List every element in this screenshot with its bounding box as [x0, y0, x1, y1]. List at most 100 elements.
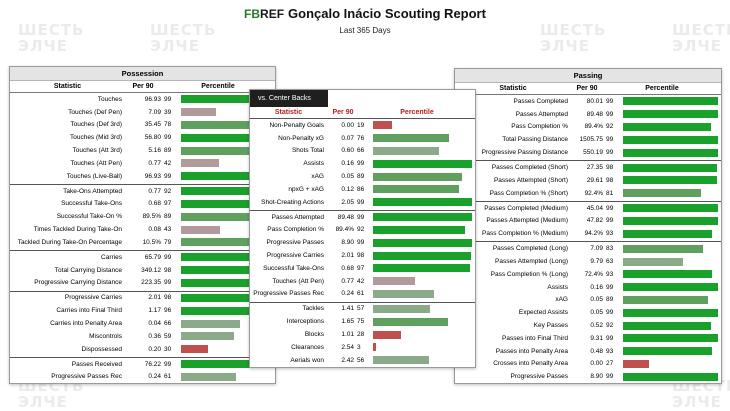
- stat-per90: 89.5%: [142, 213, 161, 221]
- percentile-bar-track: [623, 283, 719, 292]
- percentile-bar: [623, 204, 719, 213]
- stat-percentile: 75: [357, 318, 365, 326]
- stat-percentile: 78: [164, 121, 172, 129]
- table-header: Statistic Per 90 Percentile: [455, 83, 721, 95]
- report-header: FBREF Gonçalo Inácio Scouting Report Last…: [0, 6, 730, 35]
- stat-name: Touches (Mid 3rd): [69, 134, 122, 142]
- stat-name: Miscontrols: [89, 332, 122, 340]
- percentile-bar-track: [623, 334, 719, 343]
- stat-per90: 0.20: [148, 345, 161, 353]
- table-row: Pass Completion % (Long) 72.4% 93: [455, 268, 721, 281]
- col-percentile: Percentile: [400, 109, 434, 116]
- page-subtitle: Last 365 Days: [339, 26, 391, 35]
- stat-name: Progressive Carrying Distance: [34, 279, 122, 287]
- stat-name: Touches (Att 3rd): [72, 147, 123, 155]
- table-row: Dispossessed 0.20 30: [10, 343, 275, 356]
- stat-name: Successful Take-Ons: [61, 200, 122, 208]
- percentile-bar-track: [373, 277, 473, 286]
- stat-name: Passes Completed (Long): [492, 245, 568, 253]
- percentile-bar: [373, 317, 448, 326]
- stat-percentile: 59: [164, 332, 172, 340]
- percentile-bar-track: [181, 238, 271, 247]
- stat-per90: 550.19: [583, 149, 603, 157]
- percentile-bar-track: [623, 176, 719, 185]
- percentile-bar-track: [623, 229, 719, 238]
- percentile-bar: [181, 212, 262, 221]
- stat-percentile: 30: [164, 345, 172, 353]
- percentile-bar-track: [623, 270, 719, 279]
- stat-name: Progressive Passes: [510, 373, 568, 381]
- stat-percentile: 43: [164, 226, 172, 234]
- percentile-bar-track: [181, 146, 271, 155]
- stat-name: Passes Completed (Medium): [484, 204, 568, 212]
- stat-per90: 0.36: [148, 332, 161, 340]
- col-per90: Per 90: [576, 85, 598, 92]
- stat-name: Assists: [547, 283, 568, 291]
- percentile-bar-track: [623, 216, 719, 225]
- stat-per90: 92.4%: [584, 189, 603, 197]
- panel-tab[interactable]: vs. Center Backs: [250, 90, 328, 107]
- stat-per90: 0.77: [148, 187, 161, 195]
- col-percentile: Percentile: [645, 85, 679, 92]
- stat-per90: 1.41: [341, 305, 354, 313]
- stat-per90: 89.48: [586, 110, 603, 118]
- percentile-bar: [623, 97, 719, 106]
- table-row: Successful Take-On % 89.5% 89: [10, 210, 275, 223]
- stat-percentile: 99: [606, 309, 614, 317]
- percentile-bar: [181, 108, 217, 117]
- stat-name: Pass Completion % (Short): [489, 189, 568, 197]
- table-row: Pass Completion % (Short) 92.4% 81: [455, 187, 721, 200]
- stat-percentile: 92: [606, 322, 614, 329]
- stat-name: Passes Attempted: [515, 110, 568, 118]
- possession-panel: Possession Statistic Per 90 Percentile T…: [9, 66, 276, 385]
- percentile-bar: [623, 163, 718, 172]
- percentile-bar: [181, 360, 271, 369]
- stat-per90: 0.00: [341, 121, 354, 129]
- stat-per90: 1.01: [341, 331, 354, 339]
- stat-name: Dispossessed: [81, 345, 122, 353]
- percentile-bar-track: [623, 244, 719, 253]
- stat-name: Interceptions: [286, 318, 324, 326]
- percentile-bar-track: [181, 187, 271, 196]
- percentile-bar-track: [373, 121, 473, 130]
- stat-percentile: 57: [357, 305, 365, 313]
- stat-name: Pass Completion %: [511, 123, 568, 131]
- percentile-bar: [623, 359, 649, 368]
- percentile-bar-track: [623, 163, 719, 172]
- stat-percentile: 99: [606, 110, 614, 118]
- percentile-bar-track: [623, 372, 719, 381]
- stat-percentile: 42: [164, 159, 172, 167]
- percentile-bar: [373, 159, 472, 168]
- percentile-bar-track: [181, 133, 271, 142]
- stat-name: Times Tackled During Take-On: [33, 226, 122, 234]
- stat-name: Passes Received: [71, 360, 122, 368]
- stat-percentile: 98: [606, 176, 614, 184]
- table-row: Progressive Passes 8.90 99: [455, 370, 721, 383]
- stat-per90: 56.80: [144, 134, 161, 142]
- panel-title: Possession: [10, 67, 275, 81]
- stat-percentile: 3: [357, 343, 361, 351]
- stat-percentile: 93: [606, 230, 614, 238]
- stat-percentile: 28: [357, 331, 365, 339]
- stat-name: Progressive Passes Rec: [253, 290, 324, 298]
- percentile-bar-track: [623, 321, 719, 330]
- percentile-bar: [181, 95, 271, 104]
- stat-name: Crosses into Penalty Area: [493, 360, 568, 368]
- table-row: Touches (Mid 3rd) 56.80 99: [10, 131, 275, 144]
- stat-percentile: 27: [606, 360, 614, 368]
- stat-per90: 0.05: [590, 309, 603, 317]
- table-row: Passes Completed (Medium) 45.04 99: [455, 200, 721, 215]
- stat-per90: 10.5%: [142, 238, 161, 246]
- fbref-logo: FBREF: [244, 7, 285, 21]
- stat-per90: 2.01: [148, 294, 161, 302]
- stat-percentile: 99: [606, 373, 614, 381]
- percentile-bar: [181, 278, 271, 287]
- percentile-bar: [373, 213, 472, 222]
- stat-percentile: 98: [164, 266, 172, 274]
- percentile-bar-track: [623, 110, 719, 119]
- percentile-bar-track: [181, 266, 271, 275]
- stat-name: Passes Completed (Short): [491, 164, 568, 172]
- stat-per90: 0.05: [341, 173, 354, 181]
- stat-name: Progressive Carries: [266, 252, 324, 260]
- stat-per90: 0.24: [341, 290, 354, 298]
